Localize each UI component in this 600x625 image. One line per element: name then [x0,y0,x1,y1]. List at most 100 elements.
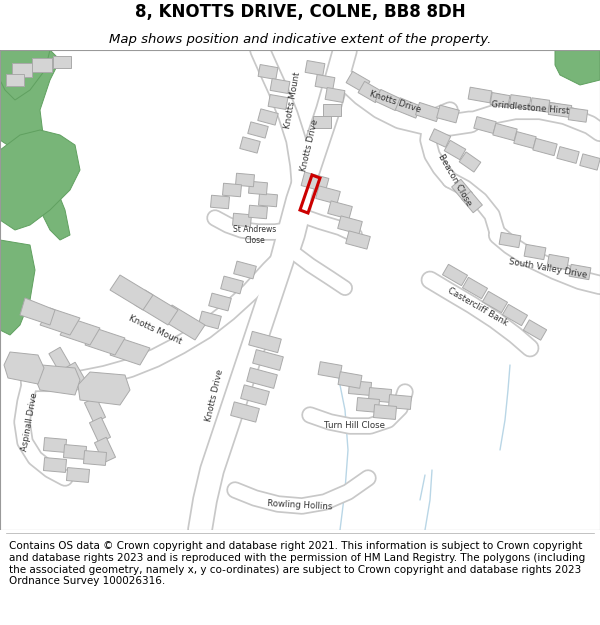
Text: South Valley Drive: South Valley Drive [508,257,588,279]
Polygon shape [547,254,569,269]
Polygon shape [248,331,281,352]
Polygon shape [0,50,50,100]
Polygon shape [533,138,557,156]
Polygon shape [110,275,153,310]
Polygon shape [241,385,269,405]
Polygon shape [346,71,370,92]
Polygon shape [270,79,290,94]
Polygon shape [358,81,382,102]
Polygon shape [509,94,531,109]
Polygon shape [248,205,268,219]
Polygon shape [444,140,466,160]
Polygon shape [85,328,125,355]
Polygon shape [85,398,106,422]
Polygon shape [6,74,24,86]
Polygon shape [258,109,278,125]
Text: Knotts Mount: Knotts Mount [284,71,302,129]
Polygon shape [548,102,572,118]
Polygon shape [323,104,341,116]
Polygon shape [346,231,370,249]
Text: Grindlestone Hirst: Grindlestone Hirst [491,100,569,116]
Polygon shape [83,451,107,466]
Text: Contains OS data © Crown copyright and database right 2021. This information is : Contains OS data © Crown copyright and d… [9,541,585,586]
Polygon shape [233,213,251,227]
Text: Map shows position and indicative extent of the property.: Map shows position and indicative extent… [109,32,491,46]
Polygon shape [40,308,80,335]
Polygon shape [523,320,547,340]
Polygon shape [474,117,496,133]
Polygon shape [442,264,467,286]
Polygon shape [499,232,521,248]
Polygon shape [580,154,600,170]
Polygon shape [259,193,277,207]
Polygon shape [247,368,277,388]
Polygon shape [79,378,101,402]
Polygon shape [530,98,550,112]
Polygon shape [452,179,472,201]
Polygon shape [463,278,488,299]
Polygon shape [482,291,508,312]
Polygon shape [135,290,178,325]
Text: Rowling Hollins: Rowling Hollins [267,499,333,511]
Polygon shape [388,394,412,409]
Polygon shape [338,216,362,234]
Polygon shape [199,311,221,329]
Polygon shape [0,240,35,335]
Polygon shape [64,362,86,388]
Polygon shape [12,63,32,77]
Polygon shape [318,362,342,378]
Polygon shape [368,388,392,402]
Polygon shape [89,418,110,442]
Polygon shape [557,147,579,163]
Text: Aspinall Drive: Aspinall Drive [20,392,40,452]
Polygon shape [0,130,80,230]
Polygon shape [468,87,492,103]
Polygon shape [524,244,546,259]
Text: Beacon Close: Beacon Close [437,152,473,208]
Polygon shape [395,98,421,118]
Polygon shape [375,89,401,111]
Polygon shape [493,123,517,141]
Polygon shape [356,398,380,412]
Polygon shape [459,152,481,172]
Polygon shape [230,402,259,422]
Polygon shape [514,132,536,148]
Polygon shape [502,304,527,326]
Polygon shape [461,191,482,213]
Polygon shape [338,372,362,388]
Text: 8, KNOTTS DRIVE, COLNE, BB8 8DH: 8, KNOTTS DRIVE, COLNE, BB8 8DH [134,4,466,21]
Polygon shape [328,201,352,219]
Polygon shape [209,293,232,311]
Polygon shape [211,195,229,209]
Polygon shape [223,183,241,197]
Polygon shape [240,137,260,153]
Polygon shape [32,58,52,72]
Text: Knotts Drive: Knotts Drive [205,368,226,422]
Text: Turn Hill Close: Turn Hill Close [325,421,386,431]
Polygon shape [110,338,150,365]
Text: Knotts Drive: Knotts Drive [299,118,320,172]
Polygon shape [53,56,71,68]
Text: Knotts Mount: Knotts Mount [127,314,183,346]
Polygon shape [268,94,288,109]
Polygon shape [43,438,67,452]
Polygon shape [316,186,340,204]
Polygon shape [437,105,460,123]
Polygon shape [490,92,510,108]
Polygon shape [568,107,588,122]
Polygon shape [49,348,71,372]
Polygon shape [373,404,397,419]
Polygon shape [555,50,600,85]
Polygon shape [78,372,130,405]
Polygon shape [258,64,278,79]
Polygon shape [248,122,268,138]
Polygon shape [325,88,345,103]
Polygon shape [43,458,67,472]
Polygon shape [35,365,80,395]
Polygon shape [349,381,371,396]
Polygon shape [67,468,89,482]
Polygon shape [64,444,86,459]
Polygon shape [94,438,116,462]
Polygon shape [569,264,591,279]
Polygon shape [301,172,329,192]
